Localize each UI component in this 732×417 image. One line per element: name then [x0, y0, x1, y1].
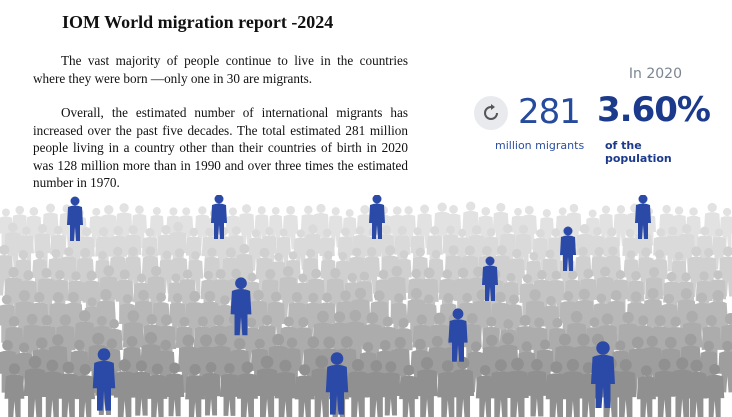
- migration-stats-panel: In 2020 281 3.60% million migrants of th…: [470, 62, 711, 165]
- report-title: IOM World migration report -2024: [62, 12, 334, 32]
- migrants-label: million migrants: [495, 139, 585, 152]
- detail-paragraph: Overall, the estimated number of interna…: [33, 105, 408, 191]
- migrants-count: 281: [518, 92, 581, 132]
- reload-button[interactable]: [474, 96, 508, 130]
- year-label: In 2020: [628, 66, 682, 82]
- intro-paragraph: The vast majority of people continue to …: [33, 53, 408, 86]
- crowd-illustration: [0, 195, 732, 417]
- population-percent: 3.60%: [597, 90, 711, 130]
- reload-icon: [484, 104, 498, 120]
- population-label: of the population: [605, 139, 672, 165]
